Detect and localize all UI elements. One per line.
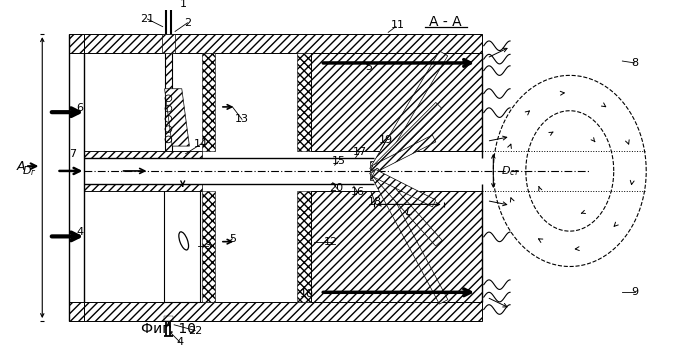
Polygon shape xyxy=(85,302,482,321)
Text: 14: 14 xyxy=(194,139,208,149)
Text: 19: 19 xyxy=(380,135,394,145)
Text: 16: 16 xyxy=(351,187,365,197)
Polygon shape xyxy=(370,102,442,174)
Text: A: A xyxy=(17,160,25,173)
Polygon shape xyxy=(297,191,311,302)
Text: L: L xyxy=(405,207,412,217)
Text: 5: 5 xyxy=(366,62,373,72)
Text: А - А: А - А xyxy=(429,15,462,29)
Text: 13: 13 xyxy=(235,114,249,124)
Text: 22: 22 xyxy=(188,325,202,336)
Polygon shape xyxy=(370,161,377,180)
Text: 12: 12 xyxy=(324,237,338,247)
Text: 18: 18 xyxy=(368,196,382,206)
Text: 10: 10 xyxy=(300,289,314,299)
Text: 6: 6 xyxy=(76,103,83,113)
Text: $D_{ст}$: $D_{ст}$ xyxy=(500,164,520,178)
Polygon shape xyxy=(69,302,85,321)
Text: 9: 9 xyxy=(631,287,638,297)
Text: 5: 5 xyxy=(229,234,236,244)
Polygon shape xyxy=(311,53,482,151)
Polygon shape xyxy=(164,53,172,151)
Polygon shape xyxy=(85,151,202,158)
Text: 1: 1 xyxy=(180,0,187,9)
Text: 3: 3 xyxy=(204,242,211,252)
Polygon shape xyxy=(370,168,442,246)
Text: Фиг. 10: Фиг. 10 xyxy=(141,322,196,336)
Polygon shape xyxy=(164,89,189,146)
Ellipse shape xyxy=(179,232,189,250)
Polygon shape xyxy=(370,51,448,174)
Text: 8: 8 xyxy=(631,58,638,68)
Polygon shape xyxy=(164,316,173,321)
Polygon shape xyxy=(161,34,175,53)
Text: 17: 17 xyxy=(352,147,366,157)
Text: 21: 21 xyxy=(140,14,154,24)
Polygon shape xyxy=(69,34,85,53)
Text: 2: 2 xyxy=(184,18,191,28)
Polygon shape xyxy=(85,184,202,191)
Polygon shape xyxy=(297,53,311,151)
Polygon shape xyxy=(372,169,435,207)
Text: $D_г$: $D_г$ xyxy=(22,164,36,178)
Polygon shape xyxy=(372,135,435,172)
Text: 11: 11 xyxy=(391,20,405,30)
Text: 7: 7 xyxy=(69,149,76,159)
Polygon shape xyxy=(311,191,482,302)
Polygon shape xyxy=(85,34,482,53)
Text: 20: 20 xyxy=(329,183,344,193)
Polygon shape xyxy=(202,191,215,302)
Text: 4: 4 xyxy=(176,337,183,347)
Text: 15: 15 xyxy=(331,156,345,166)
Polygon shape xyxy=(370,169,448,304)
Polygon shape xyxy=(202,53,215,151)
Text: 4: 4 xyxy=(76,227,83,237)
